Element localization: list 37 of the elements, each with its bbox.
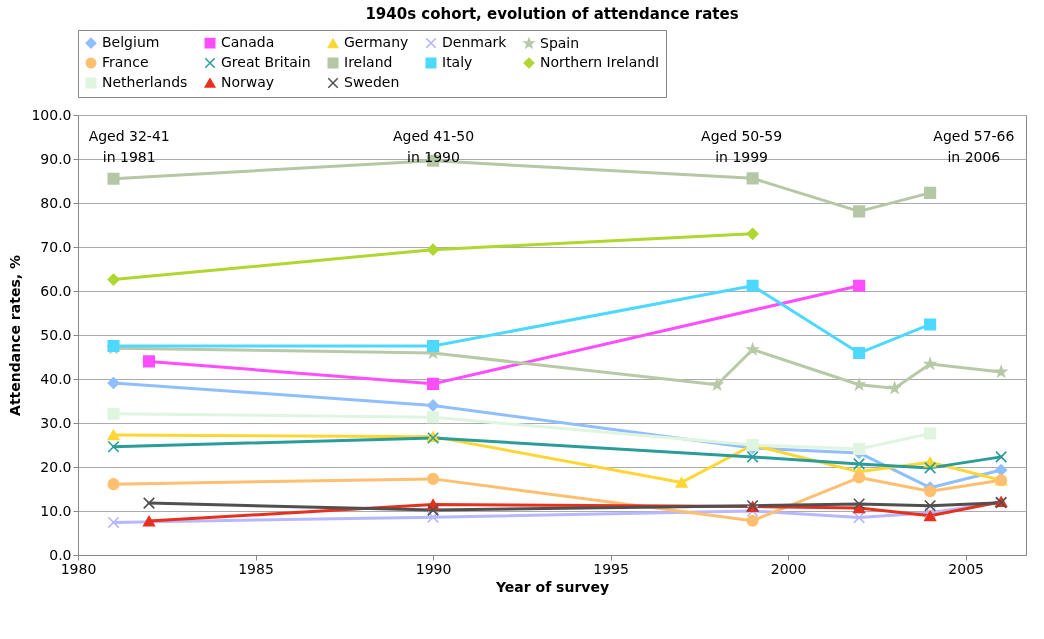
legend-label: Germany xyxy=(344,34,409,51)
x-tick-label: 2005 xyxy=(948,560,984,577)
x-tick-label: 1990 xyxy=(415,560,452,577)
legend-label: Belgium xyxy=(102,34,160,51)
y-tick-label: 90.0 xyxy=(40,150,72,167)
y-tick-label: 70.0 xyxy=(40,238,72,255)
y-tick-label: 0.0 xyxy=(49,546,72,563)
y-tick-label: 30.0 xyxy=(40,414,72,431)
legend-label: France xyxy=(102,54,149,70)
legend-label: Sweden xyxy=(344,74,400,90)
y-tick-label: 20.0 xyxy=(40,458,72,475)
legend-label: Netherlands xyxy=(102,74,188,90)
y-tick-label: 100.0 xyxy=(31,106,72,123)
y-tick-label: 50.0 xyxy=(40,326,72,343)
annotation: Aged 57-66 in 2006 xyxy=(933,128,1015,165)
x-axis-title: Year of survey xyxy=(494,578,610,595)
y-tick-label: 40.0 xyxy=(40,370,72,387)
chart-title: 1940s cohort, evolution of attendance rates xyxy=(365,4,739,23)
y-tick-label: 10.0 xyxy=(40,502,72,519)
legend-label: Italy xyxy=(442,54,473,70)
legend-label: Spain xyxy=(540,34,580,51)
legend-label: Canada xyxy=(221,34,275,51)
y-axis-title: Attendance rates, % xyxy=(7,255,24,416)
y-tick-label: 60.0 xyxy=(40,282,72,299)
legend-label: Denmark xyxy=(442,34,508,51)
legend-label: Great Britain xyxy=(221,54,311,70)
x-tick-label: 1995 xyxy=(593,560,629,577)
x-tick-label: 2000 xyxy=(770,560,807,577)
x-tick-label: 1985 xyxy=(238,560,274,577)
annotation: Aged 32-41 in 1981 xyxy=(88,128,170,165)
y-tick-label: 80.0 xyxy=(40,194,72,211)
x-tick-label: 1980 xyxy=(60,560,97,577)
legend-label: Ireland xyxy=(344,54,393,70)
legend-label: Norway xyxy=(221,74,275,90)
legend-label: Northern IrelandI xyxy=(540,54,660,70)
annotation: Aged 41-50 in 1990 xyxy=(392,128,475,165)
annotation: Aged 50-59 in 1999 xyxy=(701,128,783,165)
